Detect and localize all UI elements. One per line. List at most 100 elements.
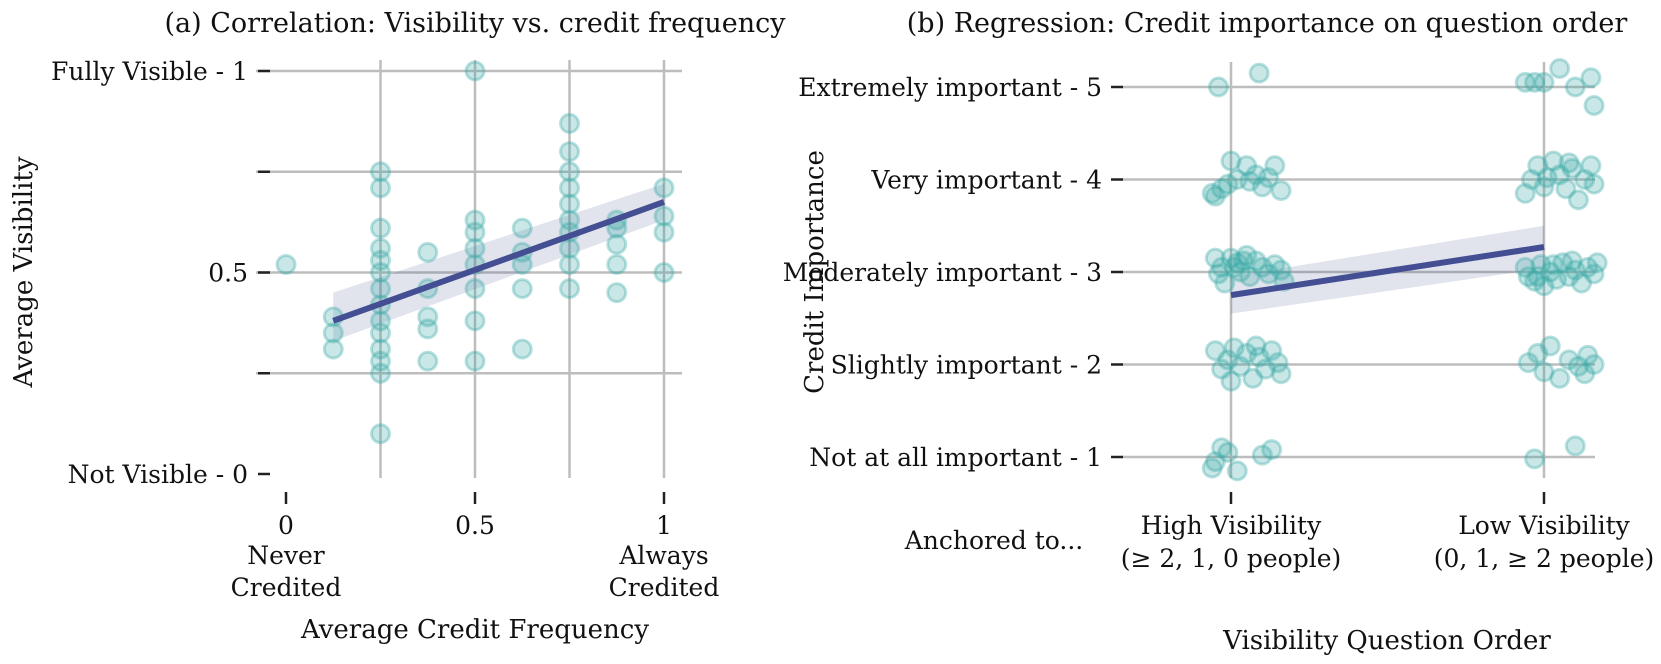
panel-a-y-ticks: Not Visible - 0 0.5 Fully Visible - 1 (51, 57, 270, 489)
data-point (370, 322, 391, 344)
x-tick-label: 0.5 (455, 511, 495, 540)
data-point (1211, 256, 1233, 278)
panel-b-y-axis-label: Credit Importance (800, 150, 830, 394)
data-point (1204, 340, 1226, 362)
data-point (1201, 182, 1223, 204)
data-point (559, 253, 580, 275)
data-point (417, 241, 439, 263)
data-point (370, 237, 391, 259)
x-tick-label: Low Visibility (1458, 511, 1630, 540)
x-tick-sublabel-credited-left: Credited (231, 573, 342, 602)
data-point (1264, 155, 1286, 177)
x-tick-label: High Visibility (1141, 511, 1322, 540)
data-point (1254, 358, 1276, 380)
data-point (1571, 272, 1593, 294)
data-point (1561, 250, 1583, 272)
x-tick-label: 1 (656, 511, 672, 540)
y-tick-label: Fully Visible - 1 (51, 57, 248, 86)
x-tick-sublabel-always: Always (618, 541, 708, 570)
data-point (1220, 370, 1242, 392)
data-point (1567, 189, 1589, 211)
data-point (1533, 361, 1555, 383)
data-point (1223, 337, 1245, 359)
data-point (1258, 263, 1280, 285)
data-point (559, 141, 580, 163)
data-point (559, 177, 580, 199)
data-point (464, 209, 486, 231)
data-point (1517, 352, 1539, 374)
data-point (1211, 178, 1233, 200)
data-point (322, 338, 344, 360)
data-point (370, 338, 391, 360)
data-point (417, 318, 439, 340)
data-point (1536, 167, 1558, 189)
data-point (1236, 244, 1258, 266)
data-point (653, 221, 675, 243)
data-point (464, 221, 486, 243)
data-point (1239, 170, 1261, 192)
data-point (1524, 270, 1546, 292)
data-point (370, 423, 391, 445)
data-point (559, 112, 580, 134)
panel-b-x-ticks: High Visibility (≥ 2, 1, 0 people) Low Vis… (1121, 492, 1654, 573)
data-point (1207, 263, 1229, 285)
data-point (1533, 275, 1555, 297)
data-point (511, 278, 533, 300)
data-point (1204, 247, 1226, 269)
data-point (370, 217, 391, 239)
panel-a-points (275, 60, 675, 445)
data-point (370, 350, 391, 372)
data-point (653, 205, 675, 227)
data-point (1533, 71, 1555, 93)
data-point (464, 310, 486, 332)
panel-b-points (1201, 58, 1608, 482)
panel-a-title: (a) Correlation: Visibility vs. credit f… (165, 8, 787, 39)
data-point (1217, 441, 1239, 463)
regression-line (1230, 244, 1545, 299)
data-point (1583, 354, 1605, 375)
data-point (1270, 259, 1292, 281)
data-point (1204, 185, 1226, 207)
data-point (1527, 155, 1549, 177)
data-point (1552, 252, 1574, 274)
panel-b-y-ticks: Extremely important - 5 Very important - … (783, 73, 1123, 472)
data-point (1577, 256, 1599, 278)
data-point (1245, 335, 1267, 357)
data-point (559, 161, 580, 183)
data-point (1248, 346, 1270, 368)
data-point (559, 278, 580, 300)
data-point (1258, 167, 1280, 189)
data-point (1586, 252, 1608, 274)
y-tick-label: Moderately important - 3 (783, 258, 1102, 287)
regression-line (332, 199, 666, 324)
data-point (511, 217, 533, 239)
data-point (1549, 367, 1571, 389)
y-tick-label: Extremely important - 5 (798, 73, 1102, 102)
data-point (322, 322, 344, 344)
data-point (1580, 67, 1602, 89)
y-tick-label: 0.5 (208, 259, 248, 288)
panel-b-x-axis-label: Visibility Question Order (1222, 626, 1551, 656)
data-point (1207, 76, 1229, 98)
data-point (1514, 256, 1536, 278)
data-point (1204, 451, 1226, 473)
panel-a: (a) Correlation: Visibility vs. credit f… (9, 8, 786, 645)
data-point (464, 278, 486, 300)
data-point (1251, 444, 1273, 466)
data-point (1264, 254, 1286, 276)
y-tick-label: Very important - 4 (870, 166, 1102, 195)
data-point (1226, 252, 1248, 274)
data-point (1542, 254, 1564, 276)
data-point (1236, 342, 1258, 364)
data-point (370, 249, 391, 271)
data-point (1261, 340, 1283, 362)
data-point (1211, 358, 1233, 380)
panel-a-x-axis-label: Average Credit Frequency (300, 615, 649, 645)
x-tick-sublabel-credited-right: Credited (609, 573, 720, 602)
data-point (1226, 460, 1248, 482)
data-point (1229, 355, 1251, 377)
y-tick-label: Slightly important - 2 (831, 351, 1102, 380)
data-point (1236, 155, 1258, 177)
data-point (1270, 180, 1292, 202)
